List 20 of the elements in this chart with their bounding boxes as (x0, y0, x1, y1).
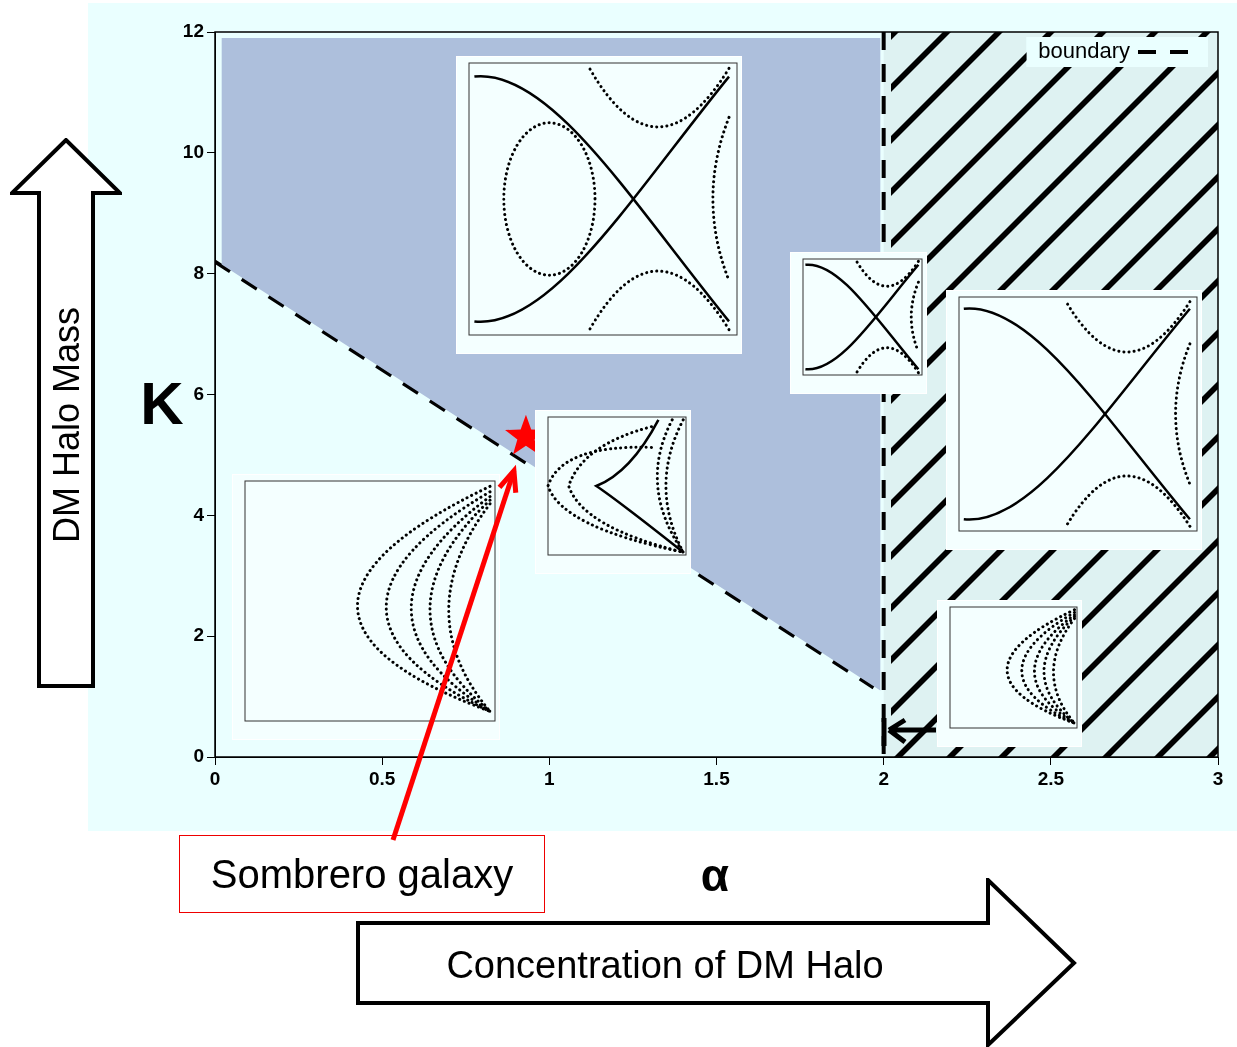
y-tick-label: 8 (193, 261, 204, 283)
x-tick-label: 0.5 (368, 767, 396, 789)
text: DM Halo Mass (46, 306, 88, 544)
y-tick-label: 10 (182, 141, 204, 163)
y-tick-label: 12 (182, 20, 204, 42)
text: Sombrero galaxy (179, 835, 545, 913)
y-tick-label: 2 (193, 624, 204, 646)
text: Concentration of DM Halo (446, 943, 884, 987)
y-axis-title: K (140, 368, 184, 438)
y-tick-label: 4 (193, 503, 205, 525)
x-tick-label: 3 (1212, 767, 1224, 789)
x-tick-label: 1.5 (703, 767, 731, 789)
y-tick-label: 6 (193, 382, 204, 404)
x-axis-title: α (700, 848, 730, 902)
x-tick-label: 2.5 (1037, 767, 1065, 789)
legend-label: boundary (1038, 38, 1130, 64)
y-tick-label: 0 (193, 745, 204, 767)
x-tick-label: 1 (544, 767, 556, 789)
x-tick-label: 2 (878, 767, 889, 789)
x-tick-label: 0 (209, 767, 221, 789)
